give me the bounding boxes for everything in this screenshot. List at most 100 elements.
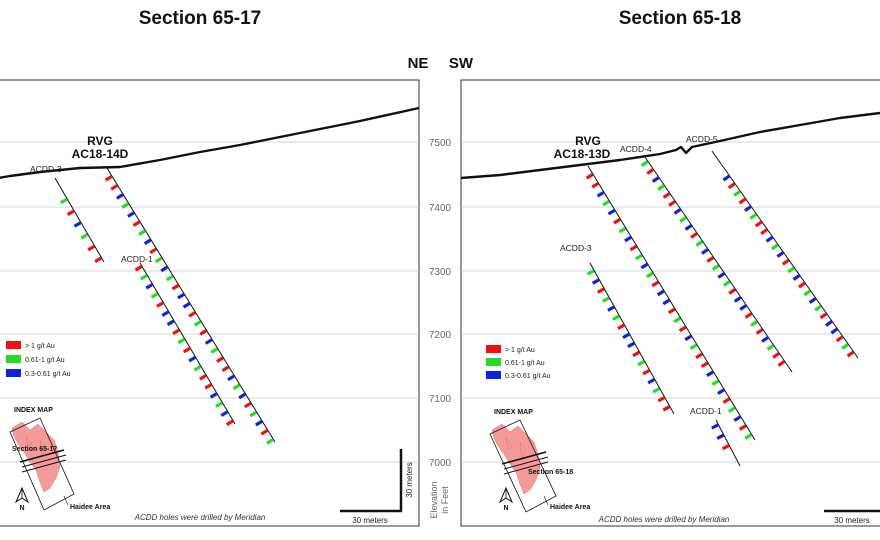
assay-interval-mark	[632, 350, 640, 358]
elevation-axis: 7500 7400 7300 7200 7100 7000 Elevation …	[429, 138, 452, 519]
assay-interval-mark	[172, 328, 180, 336]
right-section-frame	[460, 79, 880, 527]
assay-interval-mark	[602, 200, 610, 207]
assay-interval-mark	[744, 312, 753, 319]
assay-interval-mark	[166, 319, 175, 326]
left-topography-line	[0, 106, 420, 179]
index-map-section-line	[503, 456, 549, 470]
right-hole-label-acdd-3: ACDD-3	[560, 243, 592, 253]
assay-interval-mark	[738, 197, 747, 205]
assay-interval-mark	[622, 332, 630, 340]
assay-interval-mark	[754, 220, 763, 228]
assay-interval-mark	[204, 338, 213, 345]
drill-trace-acdd-1	[139, 262, 236, 425]
assay-interval-mark	[629, 244, 638, 252]
assay-interval-mark	[188, 356, 196, 363]
assay-interval-mark	[627, 341, 635, 349]
assay-interval-mark	[750, 320, 758, 327]
assay-interval-mark	[177, 293, 185, 300]
index-map-section-label: Section 65-18	[528, 469, 573, 476]
assay-interval-mark	[182, 346, 191, 354]
right-assay-intervals	[585, 160, 855, 451]
right-hole-label-acdd-4: ACDD-4	[620, 144, 652, 154]
assay-interval-mark	[727, 182, 736, 190]
right-target-label: RVG	[575, 134, 601, 148]
assay-interval-mark	[846, 350, 855, 358]
assay-interval-mark	[744, 205, 752, 213]
right-topography-line	[460, 111, 880, 180]
assay-interval-mark	[706, 256, 715, 263]
index-map-area-leader	[63, 495, 69, 506]
assay-interval-mark	[642, 369, 650, 376]
legend-label-low: 0.3-0.61 g/t Au	[25, 371, 71, 378]
assay-interval-mark	[656, 289, 665, 297]
assay-interval-mark	[145, 283, 154, 290]
drill-trace-acdd-3	[589, 262, 675, 415]
assay-interval-mark	[612, 314, 620, 321]
legend-label-high: > 1 g/t Au	[505, 347, 535, 354]
assay-interval-mark	[94, 256, 102, 263]
assay-interval-mark	[722, 174, 731, 182]
assay-interval-mark	[646, 168, 654, 175]
assay-interval-mark	[177, 337, 186, 345]
assay-interval-mark	[143, 238, 152, 245]
assay-interval-mark	[73, 221, 82, 228]
assay-interval-mark	[667, 307, 676, 315]
assay-interval-mark	[640, 262, 649, 270]
assay-interval-mark	[808, 297, 817, 304]
assay-interval-mark	[59, 197, 68, 205]
index-map-section-line	[19, 449, 65, 463]
index-map-section-box	[9, 417, 75, 511]
legend-swatch-low	[486, 371, 501, 379]
elevation-tick: 7500	[429, 138, 452, 149]
assay-interval-mark	[110, 184, 119, 191]
assay-interval-mark	[171, 284, 180, 291]
legend-swatch-high	[6, 341, 21, 349]
drill-trace-ac18-14d	[106, 167, 276, 443]
assay-interval-mark	[198, 374, 207, 381]
assay-interval-mark	[771, 243, 779, 251]
index-map-section-line	[21, 459, 67, 473]
assay-interval-mark	[652, 387, 661, 394]
assay-interval-mark	[156, 301, 164, 308]
assay-interval-mark	[711, 264, 720, 271]
assay-interval-mark	[165, 274, 174, 282]
assay-interval-mark	[706, 370, 714, 377]
assay-interval-mark	[601, 296, 610, 303]
assay-interval-mark	[161, 310, 170, 317]
assay-interval-mark	[154, 256, 163, 264]
assay-interval-mark	[722, 280, 731, 287]
assay-interval-mark	[139, 274, 148, 281]
assay-interval-mark	[87, 244, 96, 252]
assay-interval-mark	[637, 359, 645, 367]
assay-interval-mark	[739, 304, 747, 311]
assay-interval-mark	[238, 392, 246, 400]
elevation-gridlines	[0, 141, 880, 463]
left-target-label: RVG	[87, 134, 113, 148]
assay-interval-mark	[585, 173, 594, 180]
assay-interval-mark	[673, 316, 681, 324]
assay-interval-mark	[814, 304, 822, 312]
assay-interval-mark	[132, 220, 141, 227]
assay-interval-mark	[777, 360, 786, 367]
elevation-tick: 7200	[429, 330, 452, 341]
right-grade-legend: > 1 g/t Au 0.61-1 g/t Au 0.3-0.61 g/t Au	[486, 345, 551, 380]
assay-interval-mark	[66, 209, 75, 216]
assay-interval-mark	[254, 420, 263, 427]
legend-label-high: > 1 g/t Au	[25, 343, 55, 350]
assay-interval-mark	[645, 271, 654, 279]
assay-interval-mark	[651, 176, 660, 183]
left-scale-bar: 30 meters 30 meters	[340, 449, 414, 525]
assay-interval-mark	[127, 211, 135, 218]
assay-interval-mark	[825, 320, 833, 327]
assay-interval-mark	[766, 344, 775, 351]
assay-interval-mark	[221, 365, 230, 372]
assay-interval-mark	[613, 218, 621, 225]
assay-interval-mark	[803, 289, 811, 297]
assay-interval-mark	[80, 233, 89, 240]
left-scale-vertical-label: 30 meters	[405, 462, 414, 498]
legend-swatch-mid	[486, 358, 501, 366]
assay-interval-mark	[586, 269, 595, 276]
assay-interval-mark	[216, 356, 224, 363]
